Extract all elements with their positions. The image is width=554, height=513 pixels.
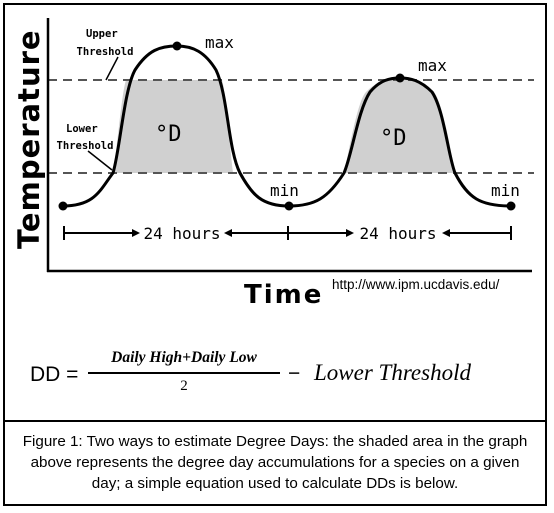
interval-arrow-1 [63,226,289,240]
upper-threshold-pointer [105,56,119,81]
interval-arrow-2 [288,226,512,240]
degree-day-label-2: °D [380,126,407,151]
figure-caption: Figure 1: Two ways to estimate Degree Da… [3,420,547,506]
formula-minus: − [288,362,301,385]
formula-lhs: DD = [30,363,79,386]
min-point-2 [506,201,516,211]
x-axis-label: Time [244,280,323,310]
min-label-1: min [270,181,299,200]
interval-label-1: 24 hours [143,224,220,243]
y-axis-label: Temperature [12,29,46,249]
caption-text: Figure 1: Two ways to estimate Degree Da… [22,433,528,492]
max-point-2 [395,73,405,83]
formula-numerator: Daily High+Daily Low [111,349,257,366]
lower-threshold-label: Lower Threshold [57,123,114,152]
degree-day-formula: DD = Daily High+Daily Low 2 − Lower Thre… [20,348,540,400]
source-url: http://www.ipm.ucdavis.edu/ [332,277,500,292]
figure-frame [3,3,547,506]
formula-lower-threshold: Lower Threshold [314,360,471,385]
upper-threshold-label: Upper Threshold [77,28,134,58]
max-point-1 [172,41,182,51]
max-label-2: max [418,56,447,75]
degree-day-area-1 [113,80,233,173]
degree-day-label-1: °D [155,122,182,147]
formula-denominator: 2 [180,378,188,394]
degree-day-diagram: Temperature Time http://www.ipm.ucdavis.… [12,18,534,310]
max-label-1: max [205,33,234,52]
interval-label-2: 24 hours [359,224,436,243]
min-label-2: min [491,181,520,200]
min-point-1 [284,201,294,211]
degree-day-area-2 [344,78,455,173]
lower-threshold-pointer [87,150,113,171]
fraction-bar [88,372,280,374]
start-point [58,201,68,211]
